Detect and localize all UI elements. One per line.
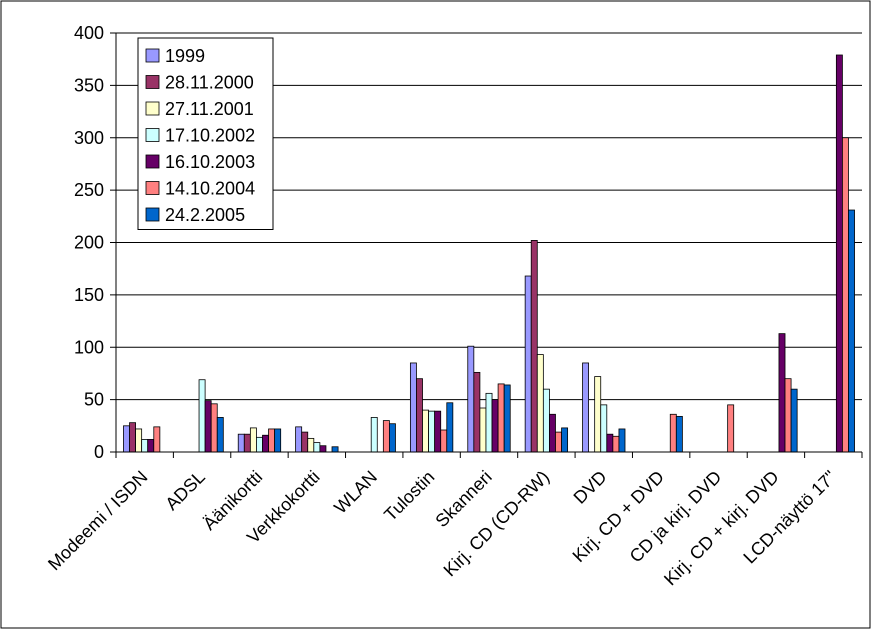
bar bbox=[473, 371, 481, 453]
legend-swatch bbox=[145, 154, 160, 169]
bar bbox=[612, 435, 620, 453]
bar bbox=[778, 333, 786, 453]
y-tick-label: 350 bbox=[74, 75, 104, 95]
y-tick-label: 150 bbox=[74, 285, 104, 305]
legend-entry: 28.11.2000 bbox=[165, 73, 254, 93]
bar bbox=[256, 436, 263, 453]
bar bbox=[249, 427, 257, 453]
y-tick-label: 50 bbox=[84, 390, 104, 410]
bar bbox=[319, 445, 327, 453]
bar bbox=[842, 137, 849, 453]
legend-entry: 17.10.2002 bbox=[165, 126, 255, 146]
bar bbox=[530, 240, 538, 453]
bar bbox=[147, 439, 155, 453]
bar bbox=[675, 415, 683, 453]
y-tick-label: 0 bbox=[94, 442, 104, 462]
bar bbox=[491, 399, 499, 453]
bar bbox=[440, 429, 448, 453]
bar bbox=[141, 439, 149, 453]
legend-swatch bbox=[145, 48, 160, 63]
bar bbox=[123, 425, 130, 453]
bar bbox=[549, 413, 556, 453]
legend-swatch bbox=[145, 75, 160, 89]
bar bbox=[382, 420, 390, 453]
y-tick-label: 100 bbox=[74, 337, 104, 357]
bar bbox=[416, 378, 423, 453]
bar bbox=[301, 431, 309, 453]
bar bbox=[479, 407, 487, 453]
bar bbox=[135, 428, 143, 453]
bar bbox=[594, 376, 602, 453]
bar bbox=[268, 428, 276, 453]
bar bbox=[274, 428, 282, 453]
bar bbox=[600, 404, 608, 453]
bar bbox=[848, 209, 855, 453]
bar bbox=[606, 433, 614, 453]
bar bbox=[784, 378, 792, 453]
legend-entry: 24.2.2005 bbox=[165, 205, 245, 225]
bar bbox=[669, 413, 677, 453]
bar bbox=[210, 403, 218, 453]
y-tick-label: 200 bbox=[74, 233, 104, 253]
bar bbox=[428, 410, 436, 453]
bar bbox=[237, 433, 245, 453]
bar bbox=[561, 427, 569, 453]
bar bbox=[790, 388, 798, 453]
bar bbox=[204, 400, 212, 453]
bar bbox=[727, 404, 735, 453]
bar bbox=[313, 442, 321, 453]
bar bbox=[331, 446, 339, 453]
legend-entry: 1999 bbox=[165, 46, 205, 66]
bar bbox=[370, 417, 378, 453]
bar bbox=[153, 426, 161, 453]
bar bbox=[295, 426, 303, 453]
y-tick-label: 250 bbox=[74, 180, 104, 200]
bar bbox=[422, 409, 429, 453]
bar bbox=[216, 417, 224, 453]
legend-swatch bbox=[145, 101, 160, 116]
legend-entry: 14.10.2004 bbox=[165, 179, 255, 199]
legend-box bbox=[137, 37, 274, 230]
bar bbox=[129, 422, 136, 453]
bar bbox=[198, 379, 206, 453]
bar bbox=[262, 434, 269, 453]
y-tick-label: 400 bbox=[74, 23, 104, 43]
legend-entry: 16.10.2003 bbox=[165, 152, 255, 172]
bar bbox=[467, 345, 475, 453]
legend-swatch bbox=[145, 128, 160, 142]
bar bbox=[485, 392, 493, 453]
bar bbox=[434, 410, 442, 453]
bar bbox=[835, 54, 843, 453]
bar bbox=[409, 362, 417, 453]
bar bbox=[243, 433, 251, 453]
legend-swatch bbox=[145, 207, 160, 222]
y-tick-label: 300 bbox=[74, 128, 104, 148]
legend: 1999 28.11.2000 27.11.2001 17.10.2002 16.10.… bbox=[137, 37, 274, 230]
legend-swatch bbox=[145, 181, 160, 195]
bar bbox=[582, 362, 590, 453]
legend-entry: 27.11.2001 bbox=[165, 99, 254, 119]
bar bbox=[524, 275, 532, 453]
bar bbox=[618, 428, 626, 453]
bar bbox=[542, 388, 550, 453]
bar bbox=[446, 402, 454, 453]
bar bbox=[307, 437, 315, 453]
bar bbox=[497, 383, 505, 453]
bar bbox=[388, 423, 396, 453]
bar bbox=[536, 354, 544, 453]
bar bbox=[555, 431, 562, 453]
bar bbox=[503, 384, 511, 453]
